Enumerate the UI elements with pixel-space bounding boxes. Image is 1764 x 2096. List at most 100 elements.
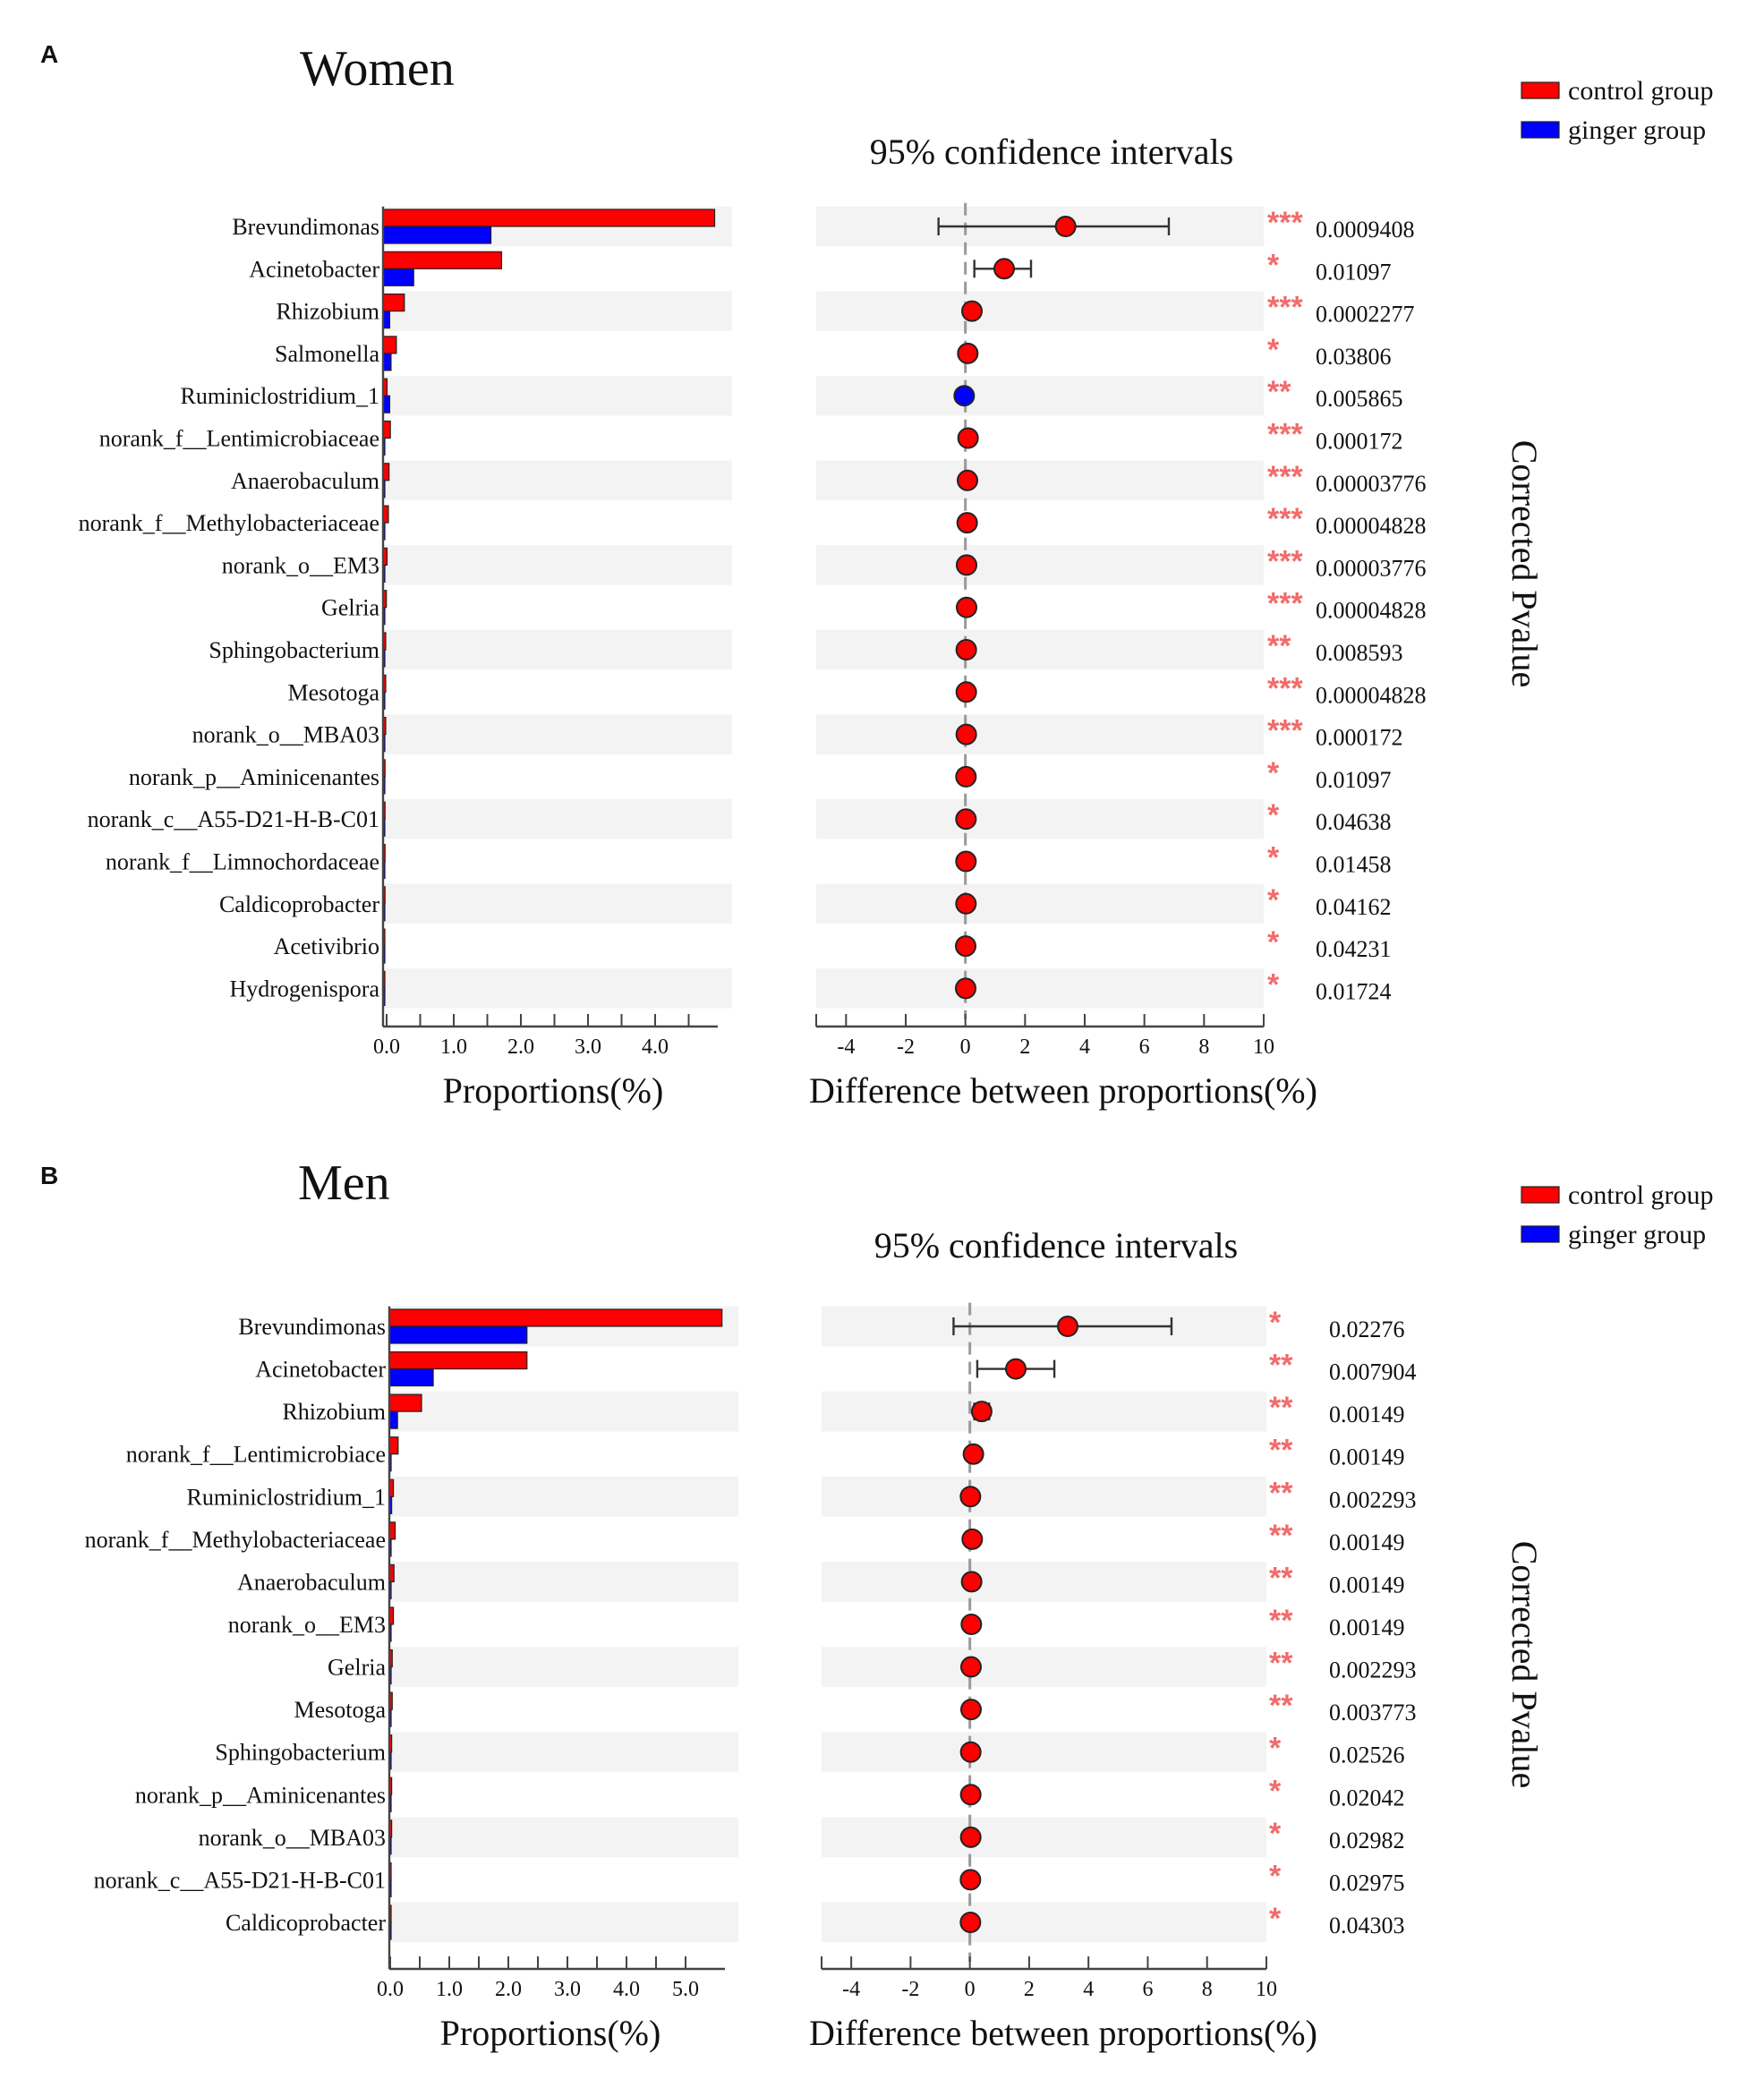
row-band: [383, 714, 732, 754]
pvalue: 0.00004828: [1316, 513, 1427, 539]
pvalue: 0.000172: [1316, 725, 1403, 751]
ci-point: [955, 765, 977, 788]
row-band: [383, 545, 732, 585]
bar-ginger: [388, 1368, 434, 1387]
bar-tick-label: 0.0: [377, 1978, 404, 2001]
category-label: Anaerobaculum: [237, 1569, 386, 1595]
pvalue: 0.00149: [1329, 1572, 1405, 1598]
significance-stars: ***: [1267, 587, 1303, 621]
significance-stars: *: [1267, 841, 1280, 875]
bar-tick-label: 1.0: [436, 1978, 463, 2001]
significance-stars: **: [1269, 1561, 1293, 1595]
ci-row-band: [816, 883, 1264, 924]
significance-stars: **: [1267, 629, 1291, 663]
ci-row-band: [816, 968, 1264, 1009]
row-band: [389, 1817, 738, 1858]
pvalue: 0.00149: [1329, 1615, 1405, 1640]
significance-stars: ***: [1267, 544, 1303, 578]
significance-stars: *: [1267, 756, 1280, 790]
bar-control: [382, 420, 391, 439]
ci-point: [955, 681, 977, 703]
pvalue: 0.01458: [1316, 852, 1392, 878]
significance-stars: *: [1269, 1306, 1282, 1340]
category-label: Ruminiclostridium_1: [187, 1484, 386, 1510]
row-band: [389, 1391, 738, 1432]
row-band: [383, 968, 732, 1009]
ci-point: [959, 1826, 982, 1848]
ci-tick-label: -2: [901, 1978, 919, 2001]
significance-stars: *: [1269, 1859, 1282, 1893]
legend-swatch-control: [1521, 81, 1560, 99]
category-label: norank_c__A55-D21-H-B-C01: [88, 806, 379, 832]
category-label: Brevundimonas: [238, 1314, 386, 1340]
bar-tick-label: 3.0: [575, 1035, 601, 1059]
significance-stars: *: [1269, 1732, 1282, 1766]
ci-point: [959, 1656, 982, 1678]
pvalue: 0.002293: [1329, 1487, 1417, 1512]
ci-point: [960, 1571, 983, 1593]
significance-stars: *: [1269, 1902, 1282, 1936]
bar-control: [388, 1436, 399, 1455]
significance-stars: *: [1267, 925, 1280, 959]
bar-control: [388, 1308, 723, 1327]
pvalue: 0.04303: [1329, 1913, 1405, 1938]
ci-row-band: [816, 291, 1264, 331]
ci-tick-label: 8: [1202, 1978, 1213, 2001]
row-band: [383, 883, 732, 924]
row-band: [389, 1732, 738, 1773]
ci-point: [959, 1911, 982, 1933]
ci-row-band: [822, 1562, 1266, 1602]
ci-tick-label: 10: [1256, 1978, 1277, 2001]
bar-control: [388, 1393, 422, 1412]
pvalue: 0.01097: [1316, 767, 1392, 793]
ci-title: 95% confidence intervals: [874, 1225, 1239, 1265]
pvalue: 0.04638: [1316, 809, 1392, 835]
pvalue: 0.02526: [1329, 1742, 1405, 1768]
pvalue: 0.00149: [1329, 1402, 1405, 1427]
bar-control: [382, 336, 397, 354]
category-label: Brevundimonas: [232, 214, 379, 240]
ci-tick-label: 8: [1198, 1035, 1209, 1059]
bar-ginger: [382, 268, 414, 286]
ci-row-band: [816, 798, 1264, 839]
ci-point: [957, 342, 979, 364]
significance-stars: ***: [1267, 418, 1303, 452]
category-label: Acetivibrio: [274, 933, 379, 959]
ci-row-band: [816, 460, 1264, 501]
bar-tick-label: 5.0: [672, 1978, 699, 2001]
pvalue: 0.00003776: [1316, 471, 1427, 497]
category-label: norank_o__EM3: [222, 552, 379, 578]
category-label: Gelria: [328, 1655, 386, 1681]
significance-stars: ***: [1267, 502, 1303, 536]
row-band: [389, 1476, 738, 1517]
ci-tick-label: 6: [1139, 1035, 1150, 1059]
significance-stars: **: [1269, 1689, 1293, 1723]
bar-tick-label: 0.0: [373, 1035, 400, 1059]
category-label: Caldicoprobacter: [226, 1910, 386, 1936]
category-label: Ruminiclostridium_1: [181, 383, 379, 409]
category-label: Gelria: [321, 595, 379, 621]
significance-stars: ***: [1267, 671, 1303, 705]
pvalue: 0.0009408: [1316, 217, 1415, 243]
pvalue: 0.02982: [1329, 1828, 1405, 1853]
ci-point: [961, 1528, 984, 1550]
bar-tick-label: 2.0: [507, 1035, 534, 1059]
category-label: Rhizobium: [282, 1399, 386, 1425]
significance-stars: **: [1269, 1434, 1293, 1468]
pvalue: 0.00149: [1329, 1444, 1405, 1470]
ci-point: [959, 1741, 982, 1763]
significance-stars: **: [1269, 1476, 1293, 1510]
ci-row-band: [822, 1391, 1266, 1432]
legend-label: ginger group: [1568, 1220, 1706, 1249]
category-label: Caldicoprobacter: [219, 891, 379, 917]
pvalue: 0.0002277: [1316, 302, 1415, 328]
bar-ginger: [382, 353, 392, 371]
pvalue: 0.002293: [1329, 1657, 1417, 1683]
ci-point: [956, 554, 977, 576]
pvalue: 0.000172: [1316, 429, 1403, 455]
ci-point: [959, 1869, 982, 1891]
category-label: Salmonella: [275, 341, 379, 367]
category-label: Sphingobacterium: [215, 1740, 386, 1766]
row-band: [383, 798, 732, 839]
